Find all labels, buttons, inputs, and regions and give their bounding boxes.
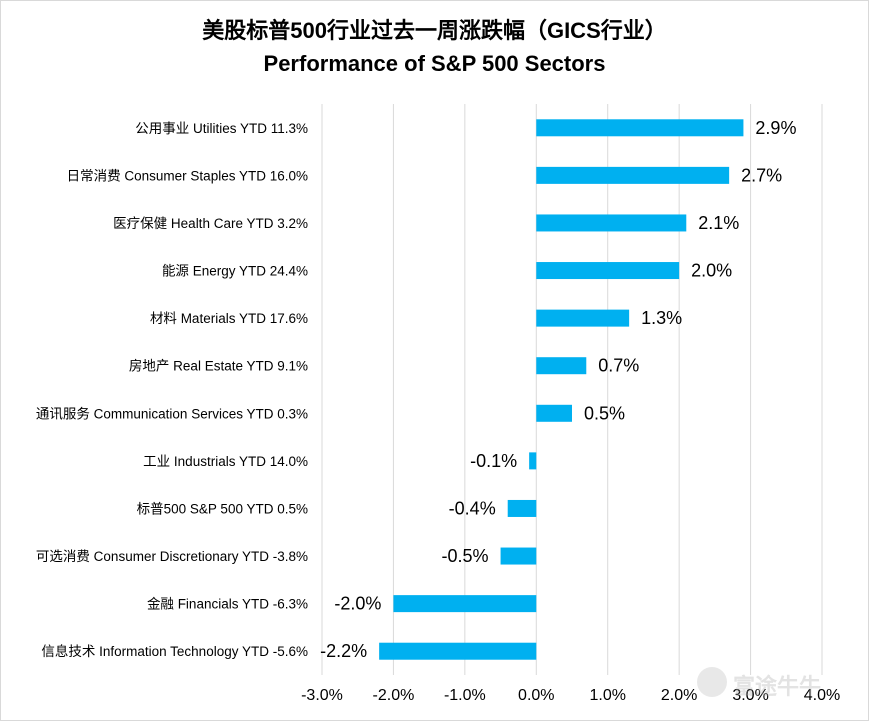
category-label: 金融 Financials YTD -6.3% bbox=[147, 597, 308, 612]
data-label: -2.2% bbox=[320, 641, 367, 661]
category-label: 能源 Energy YTD 24.4% bbox=[162, 264, 308, 279]
chart-title: 美股标普500行业过去一周涨跌幅（GICS行业） bbox=[202, 18, 667, 43]
category-label: 房地产 Real Estate YTD 9.1% bbox=[129, 359, 308, 374]
bar bbox=[536, 309, 630, 327]
category-label: 日常消费 Consumer Staples YTD 16.0% bbox=[67, 168, 308, 183]
category-label: 可选消费 Consumer Discretionary YTD -3.8% bbox=[36, 549, 308, 564]
futu-logo-icon bbox=[697, 667, 727, 697]
bar bbox=[536, 262, 680, 280]
watermark-text: 富途牛牛 bbox=[733, 674, 822, 699]
bar bbox=[393, 595, 537, 613]
data-label: 2.0% bbox=[691, 261, 732, 281]
x-tick-label: 4.0% bbox=[804, 687, 840, 704]
category-label: 通讯服务 Communication Services YTD 0.3% bbox=[36, 406, 308, 421]
data-label: 2.9% bbox=[755, 118, 796, 138]
category-label: 公用事业 Utilities YTD 11.3% bbox=[135, 121, 308, 136]
bar bbox=[536, 214, 687, 232]
x-tick-label: -2.0% bbox=[373, 687, 415, 704]
data-label: -2.0% bbox=[334, 594, 381, 614]
bar bbox=[536, 166, 730, 184]
data-label: -0.1% bbox=[470, 451, 517, 471]
category-label: 信息技术 Information Technology YTD -5.6% bbox=[41, 643, 308, 659]
bar bbox=[379, 642, 537, 660]
bar bbox=[536, 119, 744, 137]
bar bbox=[536, 404, 572, 422]
data-label: 0.5% bbox=[584, 403, 625, 423]
chart-subtitle: Performance of S&P 500 Sectors bbox=[263, 51, 606, 76]
bar bbox=[500, 547, 537, 565]
x-tick-label: 1.0% bbox=[589, 687, 625, 704]
x-tick-label: 0.0% bbox=[518, 687, 554, 704]
x-tick-label: 2.0% bbox=[661, 687, 697, 704]
category-label: 材料 Materials YTD 17.6% bbox=[150, 311, 308, 326]
category-label: 工业 Industrials YTD 14.0% bbox=[143, 454, 308, 469]
watermark: 富途牛牛 bbox=[697, 664, 857, 704]
x-tick-label: 3.0% bbox=[732, 687, 768, 704]
data-label: 2.1% bbox=[698, 213, 739, 233]
data-label: 0.7% bbox=[598, 356, 639, 376]
x-tick-label: -1.0% bbox=[444, 687, 486, 704]
bar bbox=[536, 357, 587, 375]
x-tick-label: -3.0% bbox=[301, 687, 343, 704]
bar bbox=[507, 499, 537, 517]
category-label: 医疗保健 Health Care YTD 3.2% bbox=[113, 216, 308, 231]
bar bbox=[529, 452, 537, 470]
data-label: 1.3% bbox=[641, 308, 682, 328]
category-label: 标普500 S&P 500 YTD 0.5% bbox=[137, 501, 308, 516]
data-label: -0.5% bbox=[442, 546, 489, 566]
data-label: 2.7% bbox=[741, 165, 782, 185]
data-label: -0.4% bbox=[449, 498, 496, 518]
